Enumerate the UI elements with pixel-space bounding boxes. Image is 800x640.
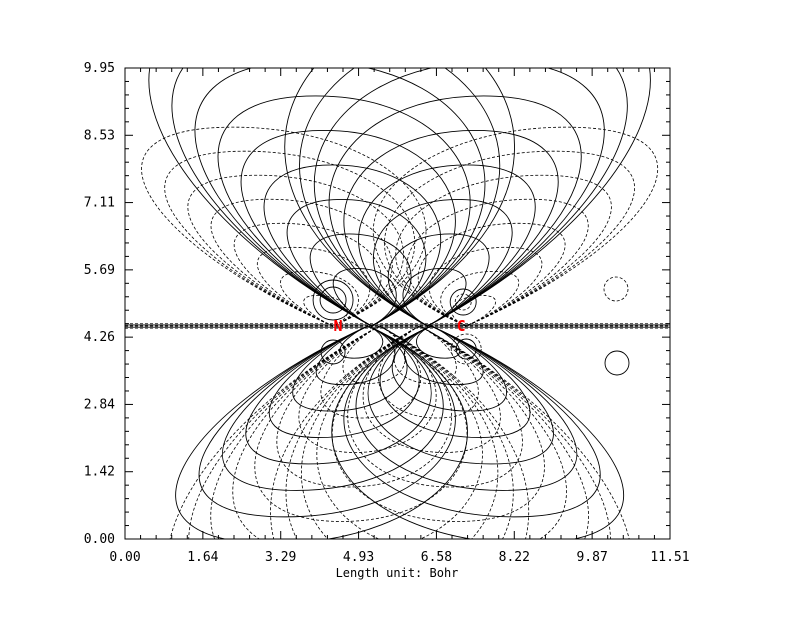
- contour-line: [188, 325, 514, 539]
- contour-line: [245, 325, 432, 465]
- contour-loop: [312, 279, 354, 321]
- contour-line: [393, 325, 457, 384]
- contour-line: [406, 198, 589, 327]
- contour-line: [187, 174, 404, 327]
- axis-ticks: [124, 67, 671, 540]
- contour-line: [331, 325, 625, 539]
- contour-line: [257, 246, 371, 327]
- y-tick-label: 9.95: [84, 61, 115, 76]
- contour-line: [232, 325, 483, 539]
- contour-line: [343, 325, 601, 518]
- contour-line: [332, 268, 397, 327]
- contour-line: [320, 325, 422, 419]
- contour-line: [169, 325, 529, 539]
- contour-loop: [449, 288, 477, 316]
- y-tick-label: 8.53: [84, 128, 115, 143]
- contour-line: [367, 325, 554, 465]
- contour-loop: [455, 338, 477, 360]
- x-tick-label: 6.58: [421, 550, 452, 565]
- contour-line: [301, 325, 589, 539]
- x-tick-label: 11.51: [650, 550, 689, 565]
- y-tick-label: 7.11: [84, 196, 115, 211]
- contour-line: [233, 222, 382, 327]
- contour-line: [347, 325, 523, 488]
- contour-line: [284, 68, 651, 327]
- y-tick-label: 4.26: [84, 330, 115, 345]
- contour-line: [328, 95, 582, 327]
- y-tick-label: 1.42: [84, 465, 115, 480]
- contour-line: [217, 95, 471, 327]
- contour-line: [358, 164, 536, 327]
- x-tick-label: 8.22: [499, 550, 530, 565]
- contour-line: [395, 174, 612, 327]
- y-tick-label: 2.84: [84, 397, 115, 412]
- contour-line: [270, 325, 630, 539]
- contour-line: [254, 325, 468, 522]
- plot-frame: [124, 67, 671, 540]
- x-tick-label: 4.93: [343, 550, 374, 565]
- contour-line: [387, 233, 490, 327]
- contour-line: [298, 325, 437, 453]
- contour-loop: [320, 339, 346, 365]
- contour-line: [280, 270, 359, 327]
- contour-line: [198, 325, 456, 518]
- contour-line: [309, 233, 412, 327]
- contour-line: [292, 325, 408, 412]
- contour-line: [171, 68, 501, 327]
- contour-line: [263, 164, 442, 327]
- contour-line: [148, 68, 515, 327]
- contour-line: [379, 325, 531, 438]
- contour-line: [417, 222, 566, 327]
- contour-line: [339, 325, 384, 359]
- contour-loop: [604, 350, 630, 376]
- contour-line: [175, 325, 468, 539]
- contour-line: [299, 68, 628, 327]
- contour-line: [451, 294, 496, 327]
- contour-line: [210, 198, 393, 327]
- contour-line: [372, 199, 513, 327]
- y-tick-label: 5.69: [84, 263, 115, 278]
- x-axis-title: Length unit: Bohr: [336, 566, 459, 580]
- contour-line: [313, 68, 605, 327]
- contour-line: [164, 150, 416, 327]
- contour-line: [315, 325, 396, 386]
- contour-line: [240, 130, 456, 327]
- contour-line: [416, 325, 460, 359]
- x-tick-label: 0.00: [109, 550, 140, 565]
- contour-line: [210, 325, 499, 539]
- contour-line: [402, 268, 467, 327]
- contour-line: [269, 325, 420, 438]
- x-tick-labels: 0.00 1.64 3.29 4.93 6.58 8.22 9.87 11.51: [109, 550, 689, 565]
- contour-loop: [450, 333, 482, 365]
- y-tick-label: 0.00: [84, 532, 115, 547]
- x-tick-label: 3.29: [265, 550, 296, 565]
- contour-line: [342, 325, 406, 384]
- atom-label-c: C: [457, 317, 466, 335]
- x-tick-label: 9.87: [576, 550, 607, 565]
- y-tick-labels: 0.00 1.42 2.84 4.26 5.69 7.11 8.53 9.95: [84, 61, 115, 547]
- contour-line: [194, 68, 486, 327]
- contour-line: [331, 325, 545, 522]
- contour-line: [343, 130, 559, 327]
- contour-loop: [319, 286, 347, 314]
- contour-line: [355, 325, 578, 491]
- contour-line: [285, 325, 611, 539]
- contour-line: [276, 325, 452, 488]
- contour-line: [362, 325, 501, 453]
- atom-label-n: N: [334, 317, 343, 335]
- contour-line: [286, 199, 427, 327]
- contour-line: [372, 126, 658, 327]
- x-tick-label: 1.64: [187, 550, 218, 565]
- contour-line: [384, 150, 635, 327]
- contour-line: [222, 325, 444, 491]
- contour-loop: [454, 293, 472, 311]
- contour-loop: [603, 276, 629, 302]
- contour-line: [403, 325, 484, 386]
- contour-line: [141, 126, 427, 327]
- contour-line: [429, 246, 543, 327]
- contour-lines: [125, 68, 670, 539]
- contour-line: [440, 270, 519, 327]
